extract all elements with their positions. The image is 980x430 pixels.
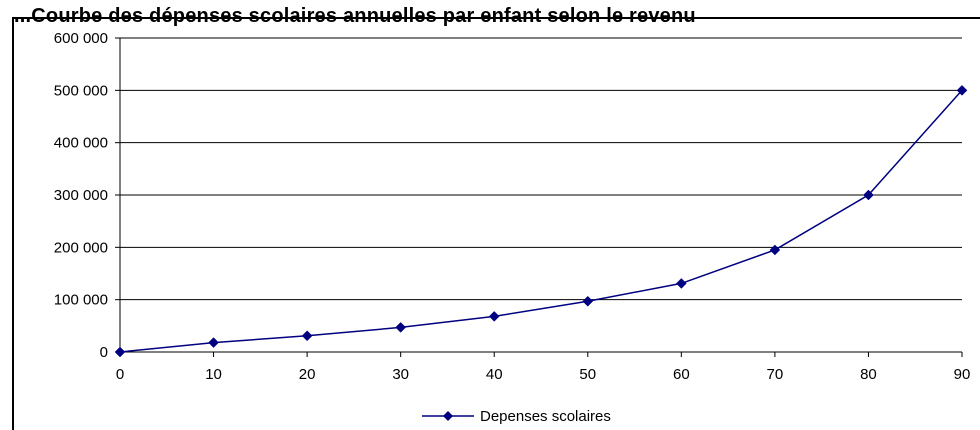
data-point xyxy=(301,330,313,342)
x-tick-label: 50 xyxy=(579,366,596,383)
data-point xyxy=(395,322,407,333)
data-point xyxy=(675,278,687,289)
axes xyxy=(115,37,963,357)
chart-frame: ...Courbe des dépenses scolaires annuell… xyxy=(12,6,980,430)
x-tick-label: 80 xyxy=(860,366,877,383)
x-tick-label: 70 xyxy=(767,366,784,383)
series-line xyxy=(119,89,963,353)
chart-title: ...Courbe des dépenses scolaires annuell… xyxy=(14,5,696,27)
data-point xyxy=(769,244,781,256)
y-tick-label: 600 000 xyxy=(54,30,108,47)
x-tick-label: 10 xyxy=(205,366,222,383)
data-point xyxy=(488,311,500,322)
y-tick-label: 200 000 xyxy=(54,239,108,256)
x-tick-labels: 0 10 20 30 40 50 60 70 80 90 xyxy=(116,366,971,383)
data-point xyxy=(208,337,219,348)
legend-label: Depenses scolaires xyxy=(480,408,611,425)
data-point xyxy=(863,189,874,201)
data-point xyxy=(114,346,126,358)
y-tick-label: 0 xyxy=(100,344,108,361)
data-point xyxy=(956,84,968,96)
y-tick-label: 400 000 xyxy=(54,135,108,152)
x-tick-label: 20 xyxy=(299,366,316,383)
legend: Depenses scolaires xyxy=(422,408,611,425)
y-tick-label: 500 000 xyxy=(54,82,108,99)
legend-marker xyxy=(443,411,453,421)
y-tick-label: 100 000 xyxy=(54,292,108,309)
series-layer xyxy=(114,84,968,358)
x-tick-label: 0 xyxy=(116,366,124,383)
x-tick-label: 60 xyxy=(673,366,690,383)
y-tick-label: 300 000 xyxy=(54,187,108,204)
x-tick-label: 90 xyxy=(954,366,971,383)
y-tick-labels: 0 100 000 200 000 300 000 400 000 500 000 600 … xyxy=(54,30,108,361)
gridlines xyxy=(120,37,962,301)
data-point xyxy=(582,295,594,307)
x-tick-label: 40 xyxy=(486,366,503,383)
x-tick-label: 30 xyxy=(392,366,409,383)
